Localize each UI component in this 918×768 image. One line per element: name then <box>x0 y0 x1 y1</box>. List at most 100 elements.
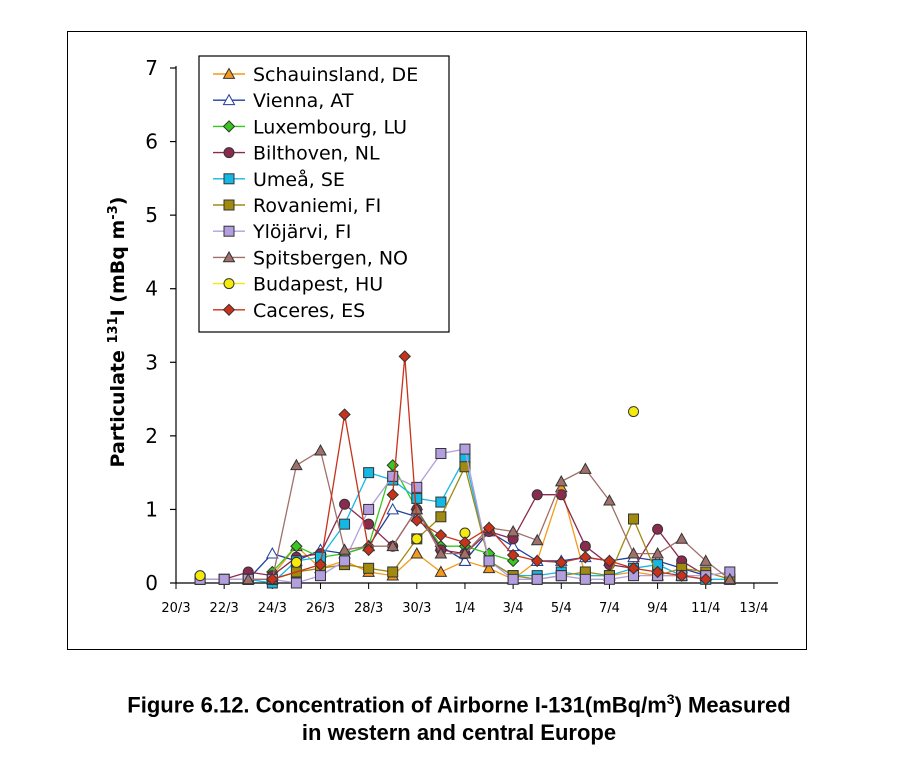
data-point-spitsbergen-no <box>603 494 616 506</box>
data-point-yl-j-rvi-fi <box>411 481 423 493</box>
data-point-spitsbergen-no <box>651 547 664 559</box>
data-point-spitsbergen-no <box>723 572 737 585</box>
data-point-ume-se <box>339 518 351 530</box>
legend-label-caceres-es: Caceres, ES <box>253 300 365 322</box>
data-point-bilthoven-nl <box>531 489 543 501</box>
data-point-bilthoven-nl <box>652 523 664 535</box>
data-point-spitsbergen-no <box>579 462 592 474</box>
x-tick-label: 3/4 <box>503 601 524 616</box>
x-tick-label: 1/4 <box>454 601 475 616</box>
data-point-vienna-at <box>265 547 279 559</box>
data-point-spitsbergen-no <box>458 547 472 559</box>
y-tick-label: 5 <box>145 203 158 227</box>
data-point-caceres-es <box>651 565 664 579</box>
legend-marker-vienna-at <box>222 93 236 106</box>
data-point-spitsbergen-no <box>434 547 448 559</box>
legend-label-spitsbergen-no: Spitsbergen, NO <box>253 247 408 269</box>
data-point-bilthoven-nl <box>339 498 351 510</box>
legend-marker-ume-se <box>223 173 235 185</box>
y-tick-label: 7 <box>145 56 158 80</box>
data-point-yl-j-rvi-fi <box>507 573 519 585</box>
data-point-caceres-es <box>362 543 375 557</box>
data-point-vienna-at <box>458 554 472 566</box>
data-point-rovaniemi-fi <box>363 562 375 574</box>
data-point-spitsbergen-no <box>699 554 713 566</box>
legend-label-budapest-hu: Budapest, HU <box>253 274 383 296</box>
data-point-budapest-hu <box>628 406 640 418</box>
data-point-yl-j-rvi-fi <box>387 470 399 482</box>
y-tick-label: 4 <box>145 277 158 301</box>
data-point-caceres-es <box>579 551 592 564</box>
data-point-ume-se <box>411 492 423 504</box>
data-point-luxembourg-lu <box>386 459 399 472</box>
caption-superscript: 3 <box>666 691 675 707</box>
x-tick-label: 9/4 <box>647 601 668 616</box>
data-point-caceres-es <box>410 514 424 527</box>
legend-label-schauinsland-de: Schauinsland, DE <box>253 64 418 86</box>
legend-marker-spitsbergen-no <box>222 250 236 263</box>
y-tick-label: 6 <box>145 130 158 154</box>
data-point-caceres-es <box>434 528 448 542</box>
chart-frame: 0 1 2 3 4 5 6 7 20/3 22/3 24/3 26/3 28/3 30/3 1/4 3/4 5/… <box>67 31 807 650</box>
data-point-spitsbergen-no <box>338 543 351 555</box>
x-tick-label: 24/3 <box>258 601 287 616</box>
legend-label-bilthoven-nl: Bilthoven, NL <box>253 143 380 165</box>
data-point-caceres-es <box>386 488 399 501</box>
series-line-schauinsland-de <box>271 485 682 581</box>
data-point-ume-se <box>363 467 375 479</box>
data-point-caceres-es <box>266 573 279 586</box>
y-tick-label: 2 <box>145 424 158 448</box>
data-point-caceres-es <box>699 573 712 586</box>
legend-label-luxembourg-lu: Luxembourg, LU <box>253 116 407 138</box>
data-point-budapest-hu <box>290 556 302 568</box>
legend-box <box>198 55 450 333</box>
data-point-yl-j-rvi-fi <box>483 555 495 567</box>
data-point-spitsbergen-no <box>290 458 303 471</box>
data-point-spitsbergen-no <box>314 444 327 456</box>
data-point-yl-j-rvi-fi <box>363 503 375 515</box>
data-point-spitsbergen-no <box>530 533 544 546</box>
data-point-caceres-es <box>506 548 520 562</box>
legend-marker-yl-j-rvi-fi <box>223 225 235 237</box>
data-point-yl-j-rvi-fi <box>579 573 591 585</box>
data-point-spitsbergen-no <box>554 474 568 487</box>
x-tick-label: 26/3 <box>306 601 335 616</box>
data-point-rovaniemi-fi <box>459 461 471 473</box>
data-point-caceres-es <box>458 536 472 549</box>
x-tick-label: 28/3 <box>354 601 383 616</box>
legend-marker-schauinsland-de <box>222 67 236 79</box>
legend-marker-luxembourg-lu <box>222 120 236 133</box>
data-point-schauinsland-de <box>434 565 448 577</box>
data-point-yl-j-rvi-fi <box>290 577 302 589</box>
data-point-schauinsland-de <box>410 547 424 559</box>
data-point-caceres-es <box>603 554 616 568</box>
x-tick-label: 22/3 <box>210 601 239 616</box>
y-tick-label: 3 <box>145 350 158 374</box>
data-point-yl-j-rvi-fi <box>314 570 326 582</box>
data-point-spitsbergen-no <box>675 532 689 544</box>
data-point-caceres-es <box>314 558 327 571</box>
legend-label-rovaniemi-fi: Rovaniemi, FI <box>253 195 381 217</box>
data-point-schauinsland-de <box>482 561 496 574</box>
data-point-budapest-hu <box>194 570 206 582</box>
data-point-spitsbergen-no <box>627 547 640 559</box>
x-tick-label: 5/4 <box>551 601 572 616</box>
legend-marker-bilthoven-nl <box>223 147 235 159</box>
data-point-caceres-es <box>555 556 568 569</box>
x-tick-label: 30/3 <box>402 601 431 616</box>
data-point-caceres-es <box>675 569 688 582</box>
caption-line-1: Figure 6.12. Concentration of Airborne I… <box>0 685 918 719</box>
data-point-rovaniemi-fi <box>387 566 399 578</box>
data-point-spitsbergen-no <box>386 539 400 552</box>
x-tick-label: 11/4 <box>691 601 720 616</box>
data-point-rovaniemi-fi <box>435 511 447 523</box>
data-point-yl-j-rvi-fi <box>555 570 567 582</box>
series-line-caceres-es <box>272 356 706 580</box>
legend-label-vienna-at: Vienna, AT <box>253 90 354 112</box>
legend-marker-rovaniemi-fi <box>223 199 235 211</box>
data-point-yl-j-rvi-fi <box>459 443 471 455</box>
caption-line-2: in western and central Europe <box>301 720 617 746</box>
data-point-yl-j-rvi-fi <box>435 448 447 460</box>
data-point-spitsbergen-no <box>506 524 520 537</box>
x-tick-label: 13/4 <box>739 601 768 616</box>
